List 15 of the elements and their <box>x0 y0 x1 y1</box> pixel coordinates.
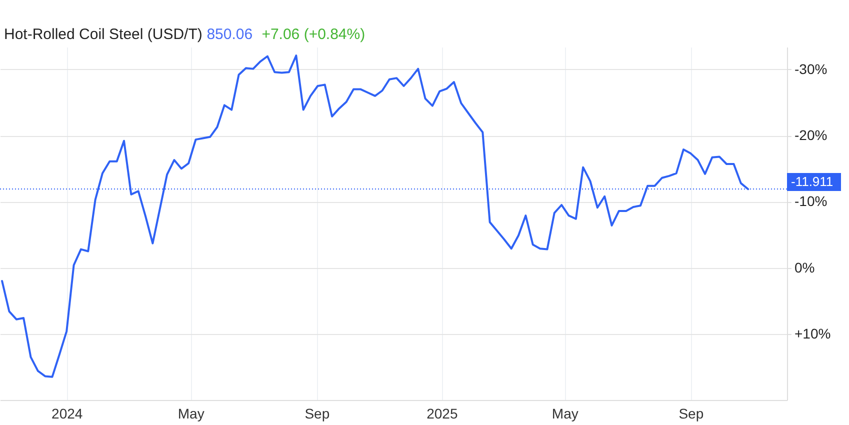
y-tick-label: -20% <box>794 127 828 144</box>
x-tick-label: 2024 <box>52 406 83 422</box>
ref-line-label: -11.911 <box>791 174 834 190</box>
chart-subtitle: 850.06 <box>206 26 253 43</box>
x-tick-label: 2025 <box>426 406 458 422</box>
y-tick-label: 0% <box>794 259 815 276</box>
x-tick-label: Sep <box>304 406 330 422</box>
x-tick-label: May <box>178 406 204 422</box>
y-tick-label: +10% <box>794 325 831 342</box>
x-tick-label: May <box>552 406 578 422</box>
y-tick-label: -10% <box>794 193 828 210</box>
text: +7.06 (+0.84%) <box>262 26 366 43</box>
x-tick-label: Sep <box>678 406 704 422</box>
chart-title: Hot-Rolled Coil Steel (USD/T) <box>4 26 202 43</box>
y-tick-label: -30% <box>794 60 828 77</box>
